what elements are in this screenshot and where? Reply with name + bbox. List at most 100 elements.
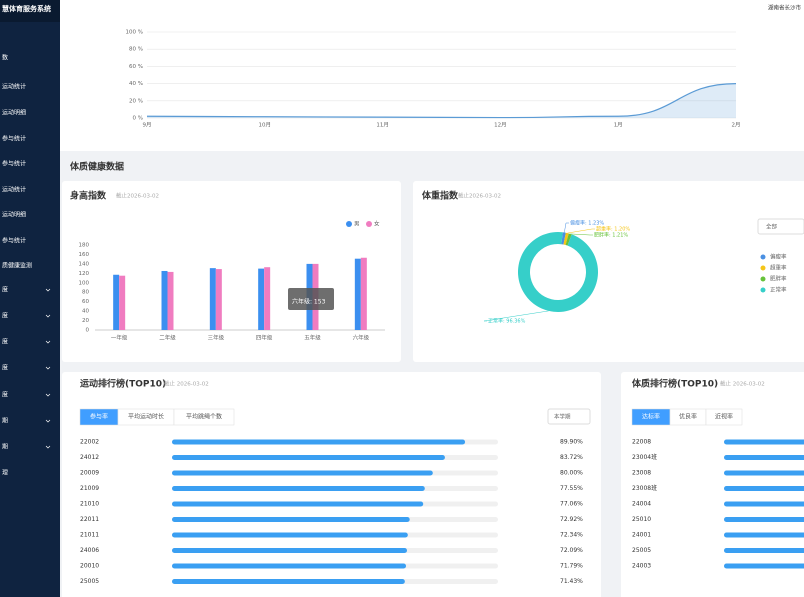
slice-label: 超重率: 1.20% <box>596 226 630 233</box>
value-label: 89.90% <box>560 439 583 446</box>
legend-swatch <box>760 276 766 282</box>
bar <box>172 470 433 476</box>
y-tick-label: 0 % <box>133 116 143 122</box>
bar <box>724 532 804 538</box>
card-subtitle: 截止 2026-03-02 <box>164 380 209 388</box>
x-tick-label: 四年级 <box>256 334 273 342</box>
bar <box>172 439 466 445</box>
menu-item[interactable]: 度 <box>2 364 8 372</box>
value-label: 72.09% <box>560 547 583 554</box>
legend-label: 正常率 <box>770 286 787 294</box>
x-tick-label: 六年级 <box>353 334 370 342</box>
y-tick-label: 0 <box>86 328 90 334</box>
tab[interactable] <box>705 408 743 426</box>
card-title: 身高指数 <box>70 190 107 202</box>
menu-item[interactable]: 度 <box>2 391 8 399</box>
bar <box>172 486 425 491</box>
tab-label: 参与率 <box>90 413 108 421</box>
slice-label: 正常率: 96.36% <box>488 318 526 325</box>
tab-label: 优良率 <box>679 413 697 421</box>
menu-chevron <box>45 288 51 292</box>
bar <box>360 257 367 330</box>
row-label: 20010 <box>80 563 99 570</box>
bar <box>209 268 216 330</box>
slice-label: 偏瘦率: 1.23% <box>570 220 604 227</box>
menu-item[interactable]: 参与统计 <box>2 135 26 143</box>
legend-label: 肥胖率 <box>770 275 787 283</box>
value-label: 72.92% <box>560 516 583 523</box>
menu-item[interactable]: 期 <box>2 443 8 451</box>
y-tick-label: 60 <box>82 299 89 305</box>
bar <box>172 501 424 507</box>
menu-item[interactable]: 参与统计 <box>2 160 26 168</box>
y-tick-label: 60 % <box>129 64 143 70</box>
menu-chevron <box>45 419 51 423</box>
value-label: 72.34% <box>560 532 583 539</box>
section-title: 体质健康数据 <box>70 161 124 173</box>
leader-line <box>570 233 593 236</box>
row-label: 20009 <box>80 470 99 477</box>
bar <box>724 455 804 460</box>
row-label: 24004 <box>632 501 651 508</box>
card-subtitle: 截止 2026-03-02 <box>720 380 765 388</box>
menu-chevron <box>45 445 51 449</box>
menu-item[interactable]: 运动明细 <box>2 109 26 117</box>
row-label: 22011 <box>80 516 99 523</box>
value-label: 71.79% <box>560 563 583 570</box>
menu-item[interactable]: 运动统计 <box>2 83 26 91</box>
menu-chevron <box>45 314 51 318</box>
menu-chevron <box>45 340 51 344</box>
bar <box>167 271 174 330</box>
menu-item[interactable]: 运动明细 <box>2 211 26 219</box>
y-tick-label: 20 <box>82 318 89 324</box>
x-tick-label: 10月 <box>259 122 272 129</box>
legend-label: 超重率 <box>770 264 787 272</box>
row-label: 21011 <box>80 532 99 539</box>
menu-item[interactable]: 参与统计 <box>2 237 26 245</box>
row-label: 24003 <box>632 563 651 570</box>
leader-line <box>567 228 595 234</box>
leader-line <box>483 310 549 322</box>
y-tick-label: 20 % <box>129 98 143 104</box>
slice-label: 肥胖率: 1.21% <box>594 232 628 239</box>
body-rank-card <box>621 372 804 597</box>
value-label: 77.06% <box>560 501 583 508</box>
menu-item[interactable]: 理 <box>2 470 8 477</box>
card-title: 体重指数 <box>422 190 459 202</box>
menu-item[interactable]: 度 <box>2 312 8 320</box>
row-label: 25005 <box>80 578 99 585</box>
bar <box>724 439 804 445</box>
menu-item[interactable]: 期 <box>2 417 8 425</box>
legend-swatch <box>366 221 372 227</box>
legend-swatch <box>760 254 766 260</box>
menu-chevron <box>45 393 51 397</box>
row-label: 25005 <box>632 547 651 554</box>
donut-slice <box>565 233 572 246</box>
bar <box>172 532 408 538</box>
menu-item[interactable]: 度 <box>2 286 8 294</box>
legend-label: 女 <box>374 220 380 228</box>
row-label: 24001 <box>632 532 651 539</box>
donut-slice <box>563 232 569 246</box>
sport-rank-card <box>62 372 601 597</box>
menu-chevron <box>45 366 51 370</box>
y-tick-label: 80 % <box>129 47 143 53</box>
value-label: 83.72% <box>560 454 583 461</box>
menu-item[interactable]: 质健康监测 <box>2 262 32 270</box>
menu-item[interactable]: 数 <box>2 54 8 62</box>
menu-item[interactable]: 运动统计 <box>2 186 26 194</box>
bar <box>172 455 445 460</box>
y-tick-label: 40 <box>82 309 89 315</box>
x-tick-label: 11月 <box>376 122 389 129</box>
x-tick-label: 五年级 <box>304 334 321 342</box>
donut-slice <box>518 232 598 312</box>
dropdown[interactable] <box>757 218 804 235</box>
y-tick-label: 100 <box>79 280 90 286</box>
dropdown[interactable] <box>547 408 591 425</box>
tooltip <box>288 288 334 310</box>
menu-item[interactable]: 度 <box>2 338 8 346</box>
bar <box>172 517 410 522</box>
tab[interactable] <box>173 408 235 426</box>
dropdown-label: 全部 <box>766 223 778 231</box>
